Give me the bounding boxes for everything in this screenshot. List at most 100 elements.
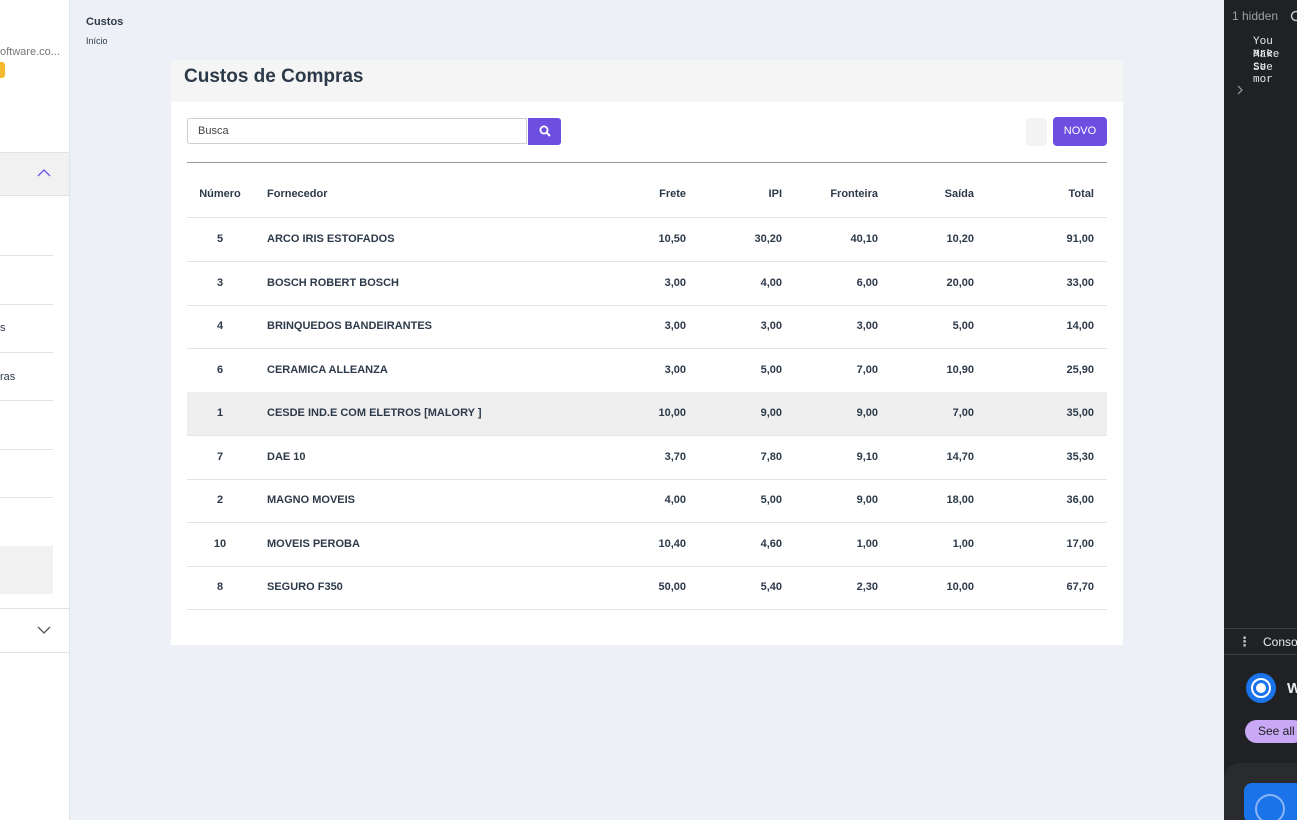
table-cell: 3,00 bbox=[856, 320, 878, 332]
chrome-icon bbox=[1246, 673, 1276, 703]
search-button[interactable] bbox=[528, 118, 561, 145]
table-cell: 14,70 bbox=[946, 450, 974, 463]
separator bbox=[0, 449, 53, 450]
hidden-count: 1 hidden bbox=[1232, 9, 1279, 23]
sidebar: oftware.co... s ras bbox=[0, 0, 70, 820]
drawer-tab[interactable]: Conso bbox=[1263, 635, 1297, 649]
table-cell: 50,00 bbox=[658, 581, 686, 593]
table-row[interactable] bbox=[187, 392, 1107, 436]
menu-item[interactable]: s bbox=[0, 322, 6, 334]
new-button[interactable]: NOVO bbox=[1053, 117, 1107, 146]
badge bbox=[0, 62, 5, 78]
table-cell: 10,00 bbox=[946, 581, 974, 593]
menu-item[interactable]: ras bbox=[0, 371, 16, 383]
table-row[interactable] bbox=[187, 436, 1107, 480]
header-row bbox=[187, 173, 1107, 218]
column-header[interactable]: Fornecedor bbox=[267, 188, 328, 200]
table-cell: 9,00 bbox=[856, 494, 878, 506]
table-cell: 35,30 bbox=[1066, 450, 1094, 463]
table-row[interactable] bbox=[187, 479, 1107, 523]
table-cell: 7,80 bbox=[760, 450, 782, 463]
table-cell: ARCO IRIS ESTOFADOS bbox=[267, 233, 395, 245]
table-cell: 2,30 bbox=[856, 581, 878, 593]
table-cell: 3,00 bbox=[664, 320, 686, 332]
chevron-down bbox=[37, 626, 51, 634]
card: Custos de Compras Busca NOVO Número Forne… bbox=[171, 60, 1123, 645]
table-cell: 33,00 bbox=[1066, 276, 1094, 289]
table-cell: BRINQUEDOS BANDEIRANTES bbox=[267, 320, 433, 332]
table-cell: 5,40 bbox=[760, 581, 782, 593]
table-cell: 5,00 bbox=[952, 320, 974, 332]
table: Número Fornecedor Frete IPI Fronteira Saída To… bbox=[171, 60, 1123, 645]
table-cell: 9,00 bbox=[760, 407, 782, 419]
menu-section[interactable] bbox=[0, 152, 69, 196]
devtools-panel: 1 hidden You are Make su See mor ⋮ Conso… bbox=[1224, 0, 1297, 820]
table-cell: 1,00 bbox=[952, 537, 974, 550]
table-cell: 10,20 bbox=[946, 233, 974, 245]
promo-image bbox=[1244, 783, 1297, 820]
promo-card bbox=[1224, 763, 1297, 820]
table-cell: CESDE IND.E COM ELETROS [MALORY ] bbox=[267, 407, 482, 419]
chevron-up bbox=[37, 169, 51, 177]
separator bbox=[0, 255, 53, 256]
filter-button[interactable] bbox=[1026, 118, 1047, 146]
gear-icon[interactable] bbox=[1290, 9, 1297, 23]
table-cell: DAE 10 bbox=[267, 450, 306, 463]
table-row[interactable] bbox=[187, 218, 1107, 262]
promo-heading: W bbox=[1287, 680, 1297, 697]
table-cell: 4,00 bbox=[664, 494, 686, 506]
table-cell: 5 bbox=[216, 233, 224, 245]
table-cell: 9,00 bbox=[856, 407, 878, 419]
separator bbox=[0, 352, 53, 353]
column-header[interactable]: IPI bbox=[768, 188, 782, 200]
column-header[interactable]: Total bbox=[1068, 188, 1094, 200]
promo-button[interactable]: See all bbox=[1245, 720, 1297, 743]
table-cell: SEGURO F350 bbox=[267, 581, 343, 593]
table-cell: 1 bbox=[216, 407, 224, 419]
table-cell: 2 bbox=[216, 494, 224, 506]
table-cell: 3 bbox=[216, 276, 224, 289]
drawer: ⋮ Conso W See all bbox=[1224, 628, 1297, 820]
table-cell: 8 bbox=[216, 581, 224, 593]
table-row[interactable] bbox=[187, 305, 1107, 349]
prompt-chevron bbox=[1237, 85, 1243, 95]
table-cell: 7,00 bbox=[856, 363, 878, 376]
brand-text: oftware.co... bbox=[0, 46, 60, 58]
table-row[interactable] bbox=[187, 262, 1107, 306]
table-cell: 3,00 bbox=[664, 276, 686, 289]
search-input[interactable]: Busca bbox=[187, 118, 527, 144]
column-header[interactable]: Saída bbox=[944, 188, 974, 200]
breadcrumb-link[interactable]: Início bbox=[86, 36, 108, 46]
table-cell: 67,70 bbox=[1066, 581, 1094, 593]
table-cell: 4,00 bbox=[760, 276, 782, 289]
table-cell: 5,00 bbox=[760, 363, 782, 376]
column-header[interactable]: Número bbox=[199, 188, 241, 200]
table-cell: 25,90 bbox=[1066, 363, 1094, 376]
table-row[interactable] bbox=[187, 566, 1107, 610]
breadcrumb-title: Custos bbox=[86, 16, 124, 28]
separator bbox=[0, 497, 53, 498]
table-cell: 9,10 bbox=[856, 450, 878, 463]
table-cell: 10,00 bbox=[658, 407, 686, 419]
table-cell: 1,00 bbox=[856, 537, 878, 550]
table-cell: 7 bbox=[216, 450, 224, 463]
card-header bbox=[171, 60, 1123, 102]
console-line: Make su bbox=[1253, 49, 1280, 73]
console-line: See mor bbox=[1253, 62, 1273, 86]
table-cell: 14,00 bbox=[1066, 320, 1094, 332]
separator bbox=[0, 400, 53, 401]
table-cell: 4,60 bbox=[760, 537, 782, 550]
column-header[interactable]: Frete bbox=[659, 188, 686, 200]
table-cell: 4 bbox=[216, 320, 224, 332]
menu-section[interactable] bbox=[0, 608, 69, 653]
menu-item-active[interactable] bbox=[0, 546, 53, 594]
search-icon bbox=[539, 125, 551, 137]
divider bbox=[187, 162, 1107, 163]
drawer-menu[interactable]: ⋮ bbox=[1238, 634, 1251, 649]
table-cell: 3,00 bbox=[760, 320, 782, 332]
table-cell: 36,00 bbox=[1066, 494, 1094, 506]
column-header[interactable]: Fronteira bbox=[830, 188, 878, 200]
table-cell: 18,00 bbox=[946, 494, 974, 506]
table-row[interactable] bbox=[187, 523, 1107, 567]
